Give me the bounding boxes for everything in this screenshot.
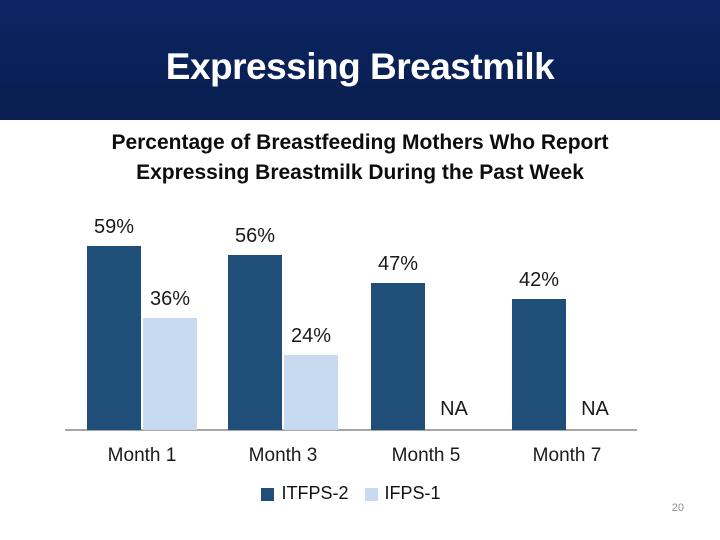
bar-itfps2-month-5	[371, 283, 425, 430]
x-axis-label-month-5: Month 5	[391, 445, 461, 466]
na-label-ifps1-month-5: NA	[440, 398, 468, 420]
chart-legend: ITFPS-2 IFPS-1	[65, 482, 637, 504]
value-label-ifps1-month-1: 36%	[149, 288, 191, 310]
slide-header-band: Expressing Breastmilk	[0, 0, 720, 120]
chart-title-line-1: Percentage of Breastfeeding Mothers Who …	[111, 131, 609, 154]
bar-itfps2-month-3	[228, 255, 282, 430]
slide-title: Expressing Breastmilk	[165, 46, 555, 87]
chart-title-line-2: Expressing Breastmilk During the Past We…	[136, 161, 584, 184]
page-number: 20	[671, 502, 684, 514]
legend-swatch-itfps2	[261, 487, 275, 501]
value-label-itfps2-month-7: 42%	[518, 269, 560, 291]
value-label-itfps2-month-3: 56%	[234, 225, 276, 247]
value-label-ifps1-month-3: 24%	[290, 325, 332, 347]
legend-item-ifps1: IFPS-1	[364, 482, 441, 504]
legend-swatch-ifps1	[364, 487, 378, 501]
bar-itfps2-month-1	[87, 246, 141, 430]
x-axis-label-month-3: Month 3	[248, 445, 318, 466]
value-label-itfps2-month-5: 47%	[377, 253, 419, 275]
legend-label-ifps1: IFPS-1	[384, 482, 441, 503]
legend-label-itfps2: ITFPS-2	[281, 482, 349, 503]
legend-item-itfps2: ITFPS-2	[261, 482, 349, 504]
x-axis-label-month-1: Month 1	[107, 445, 177, 466]
bar-ifps1-month-1	[143, 318, 197, 430]
x-axis-line	[65, 429, 637, 431]
x-axis-label-month-7: Month 7	[532, 445, 602, 466]
chart-title: Percentage of Breastfeeding Mothers Who …	[40, 128, 680, 188]
value-label-itfps2-month-1: 59%	[93, 216, 135, 238]
na-label-ifps1-month-7: NA	[581, 398, 609, 420]
bar-itfps2-month-7	[512, 299, 566, 430]
bar-ifps1-month-3	[284, 355, 338, 430]
